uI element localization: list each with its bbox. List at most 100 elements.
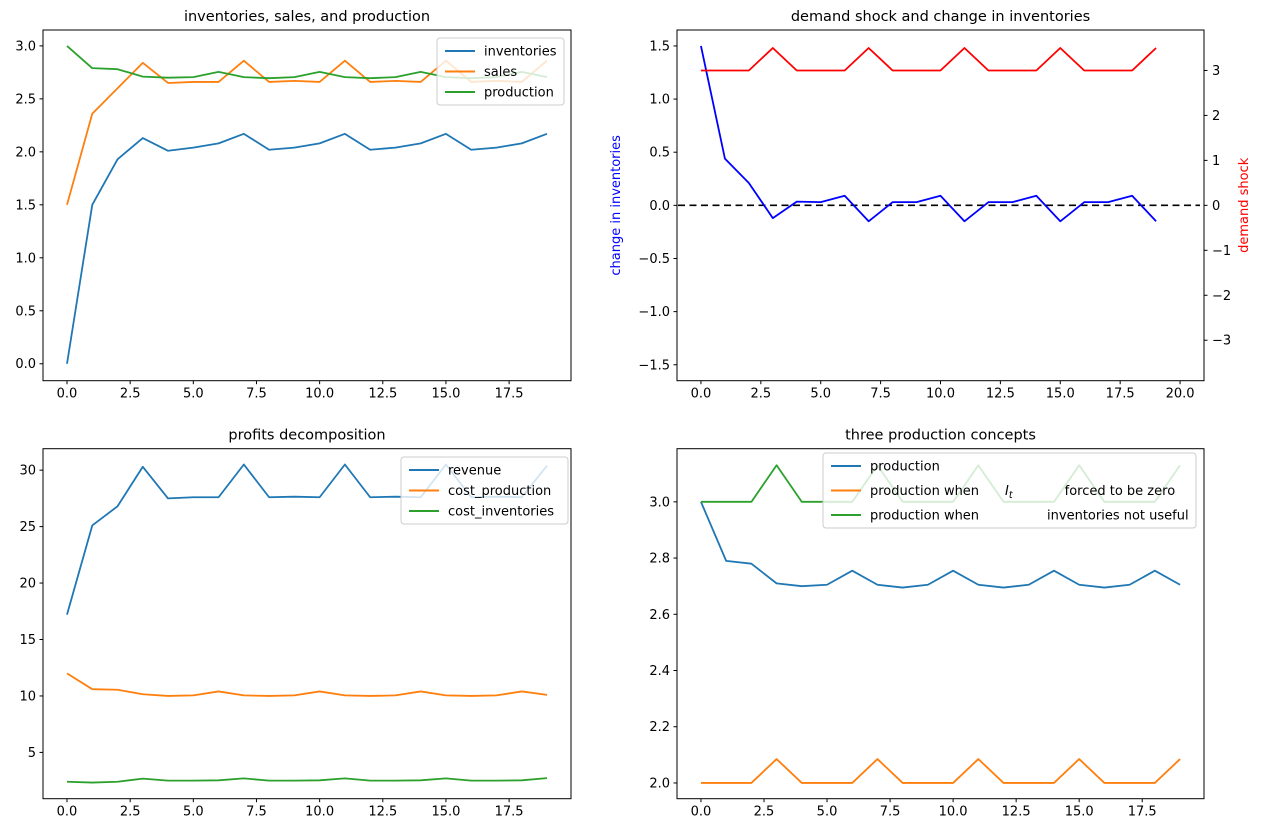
- legend-label-production: production: [870, 460, 940, 475]
- legend-label-sales: sales: [484, 65, 517, 80]
- x-tick-label: 5.0: [183, 387, 204, 402]
- axes-spines: [676, 448, 1205, 800]
- legend-label-production-when-it-forced-to-be-zero: production when It forced to be zero: [870, 484, 1175, 501]
- x-tick-label: 0.0: [691, 805, 712, 820]
- x-tick-label: 17.5: [495, 387, 524, 402]
- legend-bottom-left: revenue cost_production cost_inventories: [400, 456, 569, 525]
- x-tick-label: 17.5: [495, 805, 524, 820]
- x-tick-label: 12.5: [986, 387, 1015, 402]
- y-tick-label: 2.2: [649, 720, 670, 735]
- y-axis-label-left: change in inventories: [609, 135, 624, 276]
- y-tick-label: 20: [19, 577, 36, 592]
- series-line-cost-production: [66, 672, 548, 697]
- chart-title-bottom-left: profits decomposition: [228, 428, 385, 444]
- x-tick-label: 12.5: [368, 387, 397, 402]
- legend-frame: [822, 452, 1197, 529]
- chart-title-bottom-right: three production concepts: [845, 428, 1036, 444]
- series-line-cost-inventories: [66, 777, 548, 784]
- x-tick-label: 7.5: [246, 805, 267, 820]
- axes-spines: [42, 29, 572, 382]
- right-y-tick-label: 0: [1212, 199, 1220, 214]
- legend-label-cost-inventories: cost_inventories: [448, 505, 554, 520]
- y-tick-label: 2.0: [15, 145, 36, 160]
- x-tick-label: 15.0: [1065, 805, 1094, 820]
- x-tick-label: 10.0: [305, 805, 334, 820]
- subplot-bottom-right: three production concepts 0.0 2.5 5.0 7.5 10.…: [649, 428, 1205, 820]
- right-y-tick-label: 2: [1212, 109, 1220, 124]
- series-line-demand-shock: [700, 47, 1157, 72]
- x-tick-label: 10.0: [926, 387, 955, 402]
- x-tick-label: 2.5: [750, 387, 771, 402]
- y-tick-label: 1.0: [649, 93, 670, 108]
- y-tick-label: 0.5: [15, 304, 36, 319]
- right-y-tick-label: −1: [1212, 244, 1231, 259]
- y-axis-label-right: demand shock: [1237, 157, 1252, 253]
- legend-label-revenue: revenue: [448, 464, 501, 479]
- y-tick-label: 5: [28, 746, 36, 761]
- x-tick-label: 7.5: [880, 805, 901, 820]
- right-y-tick-label: 1: [1212, 154, 1220, 169]
- x-tick-label: 2.5: [120, 387, 141, 402]
- series-line-inventories: [66, 132, 548, 364]
- chart-title-top-left: inventories, sales, and production: [184, 9, 430, 25]
- x-tick-label: 7.5: [870, 387, 891, 402]
- series-line-production: [700, 501, 1181, 589]
- x-tick-label: 15.0: [431, 387, 460, 402]
- y-tick-label: 2.4: [649, 664, 670, 679]
- x-tick-label: 0.0: [691, 387, 712, 402]
- right-y-tick-label: −3: [1212, 334, 1231, 349]
- y-tick-label: 0.5: [649, 146, 670, 161]
- legend-label-production: production: [484, 86, 554, 101]
- x-tick-label: 15.0: [1046, 387, 1075, 402]
- x-tick-label: 17.5: [1128, 805, 1157, 820]
- y-tick-label: 2.6: [649, 608, 670, 623]
- series-line-production-when-i-t-forced-to-be-zero: [700, 758, 1181, 784]
- right-y-tick-label: 3: [1212, 64, 1220, 79]
- legend-frame: [400, 456, 569, 525]
- x-tick-label: 5.0: [183, 805, 204, 820]
- legend-bottom-right: production production when It forced to be …: [822, 452, 1197, 529]
- y-tick-label: 1.5: [15, 198, 36, 213]
- x-tick-label: 15.0: [431, 805, 460, 820]
- y-tick-label: 2.0: [649, 776, 670, 791]
- x-tick-label: 5.0: [817, 805, 838, 820]
- y-tick-label: −1.5: [638, 358, 670, 373]
- y-tick-label: 3.0: [649, 495, 670, 510]
- chart-title-top-right: demand shock and change in inventories: [791, 9, 1090, 25]
- x-tick-label: 2.5: [754, 805, 775, 820]
- y-tick-label: 2.5: [15, 92, 36, 107]
- y-tick-label: 0.0: [15, 357, 36, 372]
- x-tick-label: 2.5: [120, 805, 141, 820]
- subplot-top-left: inventories, sales, and production 0.0 2.5…: [15, 9, 572, 402]
- legend-label-production-when-inventories-not-useful: production when inventories not useful: [870, 509, 1189, 524]
- y-tick-label: 30: [19, 464, 36, 479]
- x-tick-label: 20.0: [1166, 387, 1195, 402]
- y-tick-label: 10: [19, 689, 36, 704]
- axes-spines: [42, 448, 572, 800]
- legend-label-inventories: inventories: [484, 45, 557, 60]
- y-tick-label: 15: [19, 633, 36, 648]
- y-tick-label: 1.0: [15, 251, 36, 266]
- y-tick-label: 1.5: [649, 39, 670, 54]
- x-tick-label: 5.0: [810, 387, 831, 402]
- y-tick-label: 3.0: [15, 39, 36, 54]
- y-tick-label: 2.8: [649, 552, 670, 567]
- subplot-top-right: demand shock and change in inventories 0.…: [609, 9, 1252, 402]
- y-tick-label: 0.0: [649, 199, 670, 214]
- x-tick-label: 10.0: [305, 387, 334, 402]
- x-tick-label: 17.5: [1106, 387, 1135, 402]
- x-tick-label: 12.5: [368, 805, 397, 820]
- x-tick-label: 7.5: [246, 387, 267, 402]
- x-tick-label: 0.0: [57, 805, 78, 820]
- y-tick-label: −1.0: [638, 305, 670, 320]
- x-tick-label: 12.5: [1002, 805, 1031, 820]
- legend-frame: [436, 37, 565, 106]
- x-tick-label: 10.0: [939, 805, 968, 820]
- x-tick-label: 0.0: [57, 387, 78, 402]
- right-y-tick-label: −2: [1212, 289, 1231, 304]
- y-tick-label: 25: [19, 520, 36, 535]
- series-line-change-in-inventories: [700, 45, 1157, 223]
- axes-spines: [676, 29, 1205, 382]
